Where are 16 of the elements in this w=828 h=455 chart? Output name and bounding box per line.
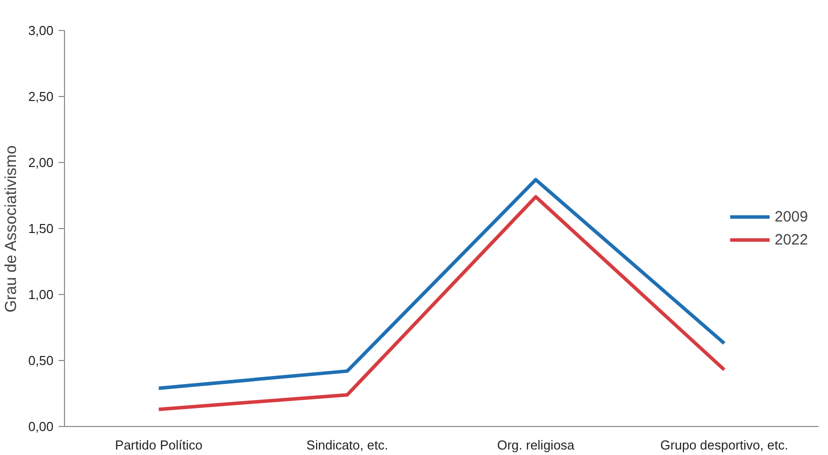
y-tick-label: 1,00 [28,287,54,302]
line-series [157,195,726,412]
y-axis-title: Grau de Associativismo [3,145,20,313]
y-tick-label: 0,00 [28,419,54,434]
y-tick-label: 2,50 [28,89,54,104]
x-tick-label: Partido Político [115,438,202,452]
line-series [157,178,726,390]
legend-label: 2022 [774,231,808,248]
y-tick-label: 2,00 [28,155,54,170]
legend-label: 2009 [774,208,808,225]
x-tick-label: Org. religiosa [497,438,576,452]
x-tick-label: Grupo desportivo, etc. [660,438,788,452]
y-tick-label: 3,00 [28,23,54,38]
y-tick-label: 0,50 [28,353,54,368]
x-tick-label: Sindicato, etc. [306,438,388,452]
y-tick-label: 1,50 [28,221,54,236]
